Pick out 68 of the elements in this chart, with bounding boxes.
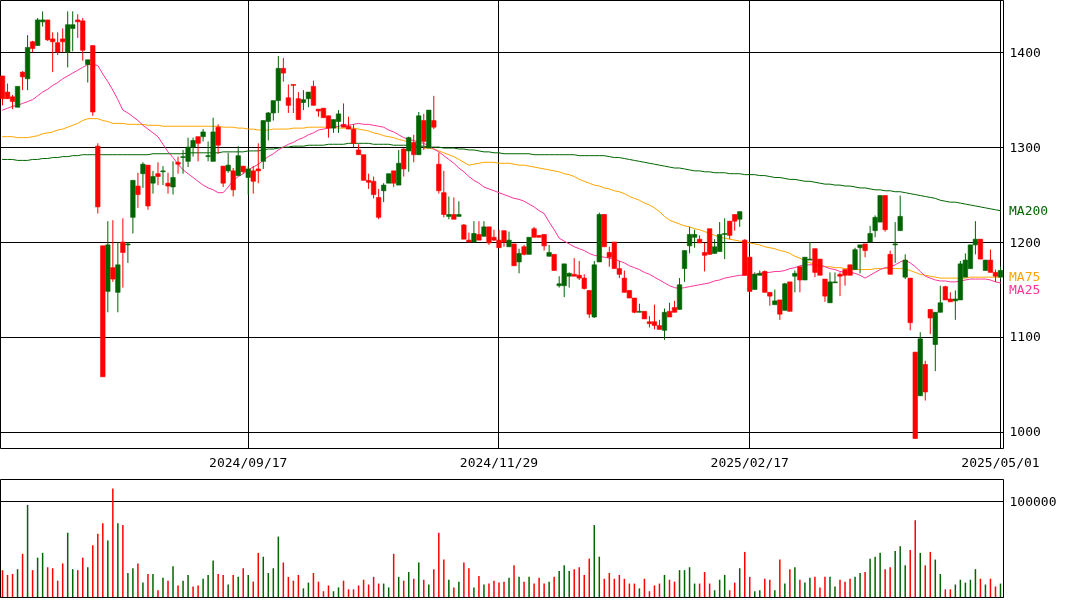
candlestick [411, 134, 417, 163]
series-label: MA75 [1009, 269, 1041, 285]
candlestick [902, 253, 908, 280]
candlestick [225, 152, 231, 174]
candlestick [977, 238, 983, 260]
candlestick [220, 165, 226, 188]
candlestick [852, 247, 858, 271]
candlestick [396, 149, 402, 186]
candlestick [215, 123, 221, 155]
candlestick [85, 59, 91, 84]
candlestick [887, 250, 893, 275]
candlestick [195, 136, 201, 162]
x-tick-label: 2024/11/29 [459, 454, 539, 470]
candlestick [927, 308, 933, 335]
candlestick [245, 165, 251, 196]
candlestick [546, 244, 552, 257]
candlestick [456, 200, 462, 217]
x-tick-label: 2025/02/17 [710, 454, 789, 470]
y-tick-label: 100000 [1009, 493, 1057, 509]
candlestick [987, 249, 994, 273]
candlestick [401, 147, 407, 178]
candlestick [431, 95, 437, 130]
candlestick [476, 220, 482, 241]
candlestick [661, 307, 668, 341]
x-tick-label: 2025/05/01 [961, 454, 1040, 470]
series-label: MA200 [1009, 202, 1049, 218]
series-label: MA25 [1009, 282, 1041, 298]
candlestick [150, 170, 156, 195]
candlestick [421, 113, 427, 151]
candlestick [777, 299, 783, 321]
candlestick [230, 167, 236, 197]
candlestick [837, 271, 843, 297]
y-tick-label: 1400 [1009, 44, 1041, 60]
candlestick [300, 89, 306, 111]
candlestick [170, 160, 176, 196]
candlestick [471, 220, 477, 243]
candlestick [797, 266, 803, 293]
candlestick [446, 195, 452, 220]
candlestick [110, 219, 116, 283]
x-tick-label: 2024/09/17 [209, 454, 288, 470]
candlestick [792, 270, 798, 293]
candlestick [511, 243, 517, 267]
y-tick-label: 1200 [1009, 234, 1041, 250]
candlestick [155, 161, 161, 186]
candlestick [165, 172, 171, 195]
y-tick-label: 1100 [1009, 329, 1041, 345]
candlestick [506, 231, 512, 248]
candlestick [516, 248, 522, 274]
candlestick [200, 128, 206, 142]
candlestick [451, 196, 457, 220]
candlestick [135, 172, 141, 209]
candlestick [175, 156, 181, 175]
candlestick [310, 80, 316, 106]
candlestick [681, 250, 688, 283]
candlestick [125, 241, 131, 264]
candlestick [235, 145, 241, 177]
candlestick [822, 278, 828, 303]
candlestick [280, 57, 286, 83]
candlestick [687, 226, 693, 254]
candlestick [160, 165, 166, 186]
candlestick [15, 85, 21, 108]
candlestick [20, 70, 26, 91]
candlestick [120, 217, 126, 289]
candlestick [862, 243, 868, 258]
candlestick [340, 102, 347, 128]
y-tick-label: 1300 [1009, 139, 1041, 155]
y-tick-label: 1000 [1009, 424, 1041, 440]
candlestick [140, 161, 146, 189]
